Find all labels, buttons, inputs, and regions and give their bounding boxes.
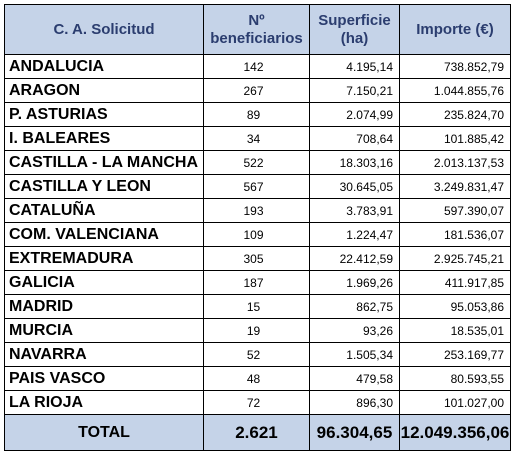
table-row: ANDALUCIA 142 4.195,14 738.852,79 xyxy=(4,54,511,79)
region-cell: CATALUÑA xyxy=(4,198,204,223)
beneficiarios-cell: 15 xyxy=(203,294,310,319)
importe-cell: 2.013.137,53 xyxy=(399,150,511,175)
superficie-cell: 4.195,14 xyxy=(309,54,400,79)
beneficiarios-cell: 267 xyxy=(203,78,310,103)
total-beneficiarios: 2.621 xyxy=(203,414,310,451)
superficie-cell: 1.505,34 xyxy=(309,342,400,367)
importe-cell: 738.852,79 xyxy=(399,54,511,79)
region-cell: ANDALUCIA xyxy=(4,54,204,79)
beneficiarios-cell: 142 xyxy=(203,54,310,79)
table-row: CATALUÑA 193 3.783,91 597.390,07 xyxy=(4,198,511,223)
header-beneficiarios-line1: Nº xyxy=(248,11,265,29)
beneficiarios-cell: 187 xyxy=(203,270,310,295)
beneficiarios-cell: 34 xyxy=(203,126,310,151)
region-cell: NAVARRA xyxy=(4,342,204,367)
region-cell: MURCIA xyxy=(4,318,204,343)
table-row: MURCIA 19 93,26 18.535,01 xyxy=(4,318,511,343)
importe-cell: 80.593,55 xyxy=(399,366,511,391)
superficie-cell: 1.224,47 xyxy=(309,222,400,247)
header-beneficiarios: Nº beneficiarios xyxy=(203,4,310,55)
superficie-cell: 479,58 xyxy=(309,366,400,391)
superficie-cell: 2.074,99 xyxy=(309,102,400,127)
table-row: CASTILLA Y LEON 567 30.645,05 3.249.831,47 xyxy=(4,174,511,199)
beneficiarios-cell: 305 xyxy=(203,246,310,271)
importe-cell: 235.824,70 xyxy=(399,102,511,127)
table-row: LA RIOJA 72 896,30 101.027,00 xyxy=(4,390,511,415)
superficie-cell: 862,75 xyxy=(309,294,400,319)
region-cell: P. ASTURIAS xyxy=(4,102,204,127)
region-cell: MADRID xyxy=(4,294,204,319)
superficie-cell: 22.412,59 xyxy=(309,246,400,271)
table-row: MADRID 15 862,75 95.053,86 xyxy=(4,294,511,319)
importe-cell: 95.053,86 xyxy=(399,294,511,319)
importe-cell: 18.535,01 xyxy=(399,318,511,343)
total-label: TOTAL xyxy=(4,414,204,451)
total-superficie: 96.304,65 xyxy=(309,414,400,451)
table-row: EXTREMADURA 305 22.412,59 2.925.745,21 xyxy=(4,246,511,271)
region-cell: PAIS VASCO xyxy=(4,366,204,391)
table-row: COM. VALENCIANA 109 1.224,47 181.536,07 xyxy=(4,222,511,247)
beneficiarios-cell: 193 xyxy=(203,198,310,223)
table-row: P. ASTURIAS 89 2.074,99 235.824,70 xyxy=(4,102,511,127)
table-body: ANDALUCIA 142 4.195,14 738.852,79 ARAGON 267 7… xyxy=(4,54,511,415)
table-row: CASTILLA - LA MANCHA 522 18.303,16 2.013.13… xyxy=(4,150,511,175)
beneficiarios-cell: 52 xyxy=(203,342,310,367)
importe-cell: 101.027,00 xyxy=(399,390,511,415)
table-row: ARAGON 267 7.150,21 1.044.855,76 xyxy=(4,78,511,103)
total-importe: 12.049.356,06 xyxy=(399,414,511,451)
region-cell: GALICIA xyxy=(4,270,204,295)
superficie-cell: 30.645,05 xyxy=(309,174,400,199)
table-row: PAIS VASCO 48 479,58 80.593,55 xyxy=(4,366,511,391)
superficie-cell: 93,26 xyxy=(309,318,400,343)
region-cell: CASTILLA Y LEON xyxy=(4,174,204,199)
importe-cell: 181.536,07 xyxy=(399,222,511,247)
table-row: NAVARRA 52 1.505,34 253.169,77 xyxy=(4,342,511,367)
region-cell: COM. VALENCIANA xyxy=(4,222,204,247)
header-region: C. A. Solicitud xyxy=(4,4,204,55)
header-importe: Importe (€) xyxy=(399,4,511,55)
importe-cell: 597.390,07 xyxy=(399,198,511,223)
total-row: TOTAL 2.621 96.304,65 12.049.356,06 xyxy=(4,414,511,451)
region-cell: CASTILLA - LA MANCHA xyxy=(4,150,204,175)
beneficiarios-cell: 522 xyxy=(203,150,310,175)
importe-cell: 2.925.745,21 xyxy=(399,246,511,271)
importe-cell: 101.885,42 xyxy=(399,126,511,151)
region-cell: I. BALEARES xyxy=(4,126,204,151)
region-cell: LA RIOJA xyxy=(4,390,204,415)
superficie-cell: 18.303,16 xyxy=(309,150,400,175)
superficie-cell: 3.783,91 xyxy=(309,198,400,223)
importe-cell: 1.044.855,76 xyxy=(399,78,511,103)
importe-cell: 411.917,85 xyxy=(399,270,511,295)
beneficiarios-cell: 72 xyxy=(203,390,310,415)
beneficiarios-cell: 19 xyxy=(203,318,310,343)
region-cell: EXTREMADURA xyxy=(4,246,204,271)
beneficiarios-cell: 48 xyxy=(203,366,310,391)
beneficiarios-cell: 567 xyxy=(203,174,310,199)
header-beneficiarios-line2: beneficiarios xyxy=(210,29,303,47)
superficie-cell: 7.150,21 xyxy=(309,78,400,103)
importe-cell: 253.169,77 xyxy=(399,342,511,367)
header-superficie-line1: Superficie xyxy=(318,11,391,29)
superficie-cell: 708,64 xyxy=(309,126,400,151)
table-row: GALICIA 187 1.969,26 411.917,85 xyxy=(4,270,511,295)
superficie-cell: 896,30 xyxy=(309,390,400,415)
importe-cell: 3.249.831,47 xyxy=(399,174,511,199)
header-superficie: Superficie (ha) xyxy=(309,4,400,55)
table-row: I. BALEARES 34 708,64 101.885,42 xyxy=(4,126,511,151)
header-row: C. A. Solicitud Nº beneficiarios Superfi… xyxy=(4,4,511,55)
beneficiaries-table: C. A. Solicitud Nº beneficiarios Superfi… xyxy=(4,4,511,451)
header-superficie-line2: (ha) xyxy=(340,29,369,47)
region-cell: ARAGON xyxy=(4,78,204,103)
superficie-cell: 1.969,26 xyxy=(309,270,400,295)
beneficiarios-cell: 109 xyxy=(203,222,310,247)
beneficiarios-cell: 89 xyxy=(203,102,310,127)
